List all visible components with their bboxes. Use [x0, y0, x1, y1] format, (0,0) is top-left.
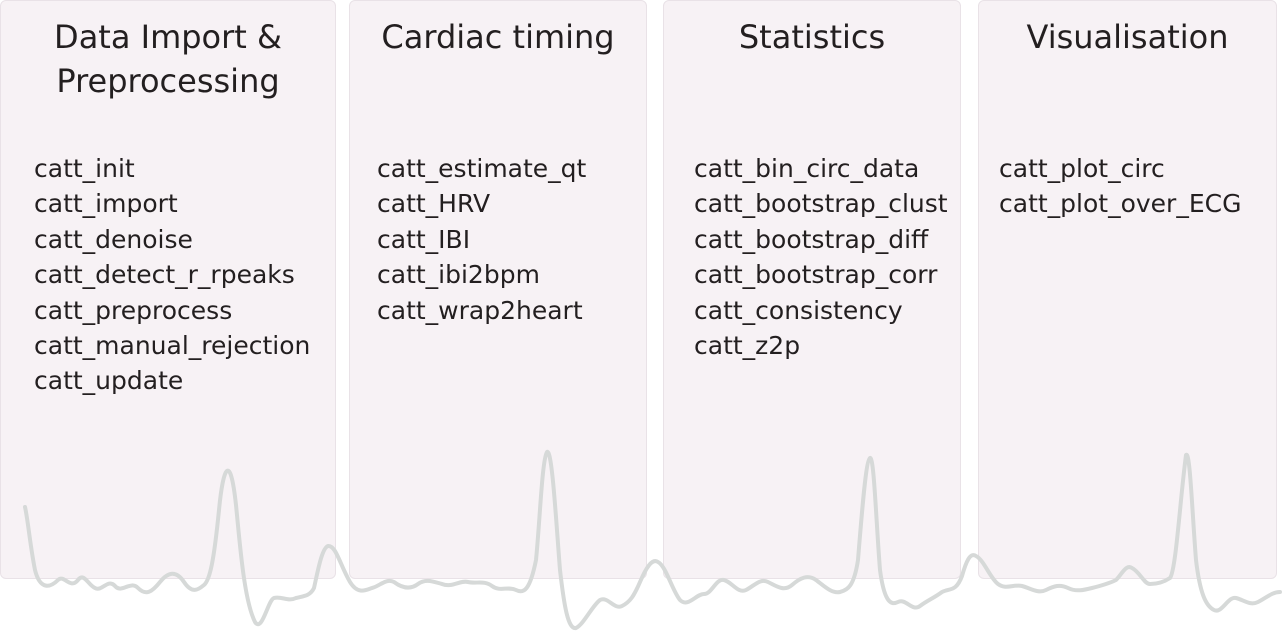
function-item: catt_z2p: [694, 331, 801, 361]
function-item: catt_bootstrap_clust: [694, 189, 948, 219]
function-item: catt_HRV: [377, 189, 491, 219]
panel-data-import: Data Import & Preprocessing catt_init ca…: [0, 0, 336, 579]
panel-visualisation: Visualisation catt_plot_circ catt_plot_o…: [978, 0, 1277, 579]
function-item: catt_preprocess: [34, 295, 233, 325]
function-list: catt_plot_circ catt_plot_over_ECG: [999, 151, 1241, 222]
function-item: catt_init: [34, 154, 135, 183]
panel-statistics: Statistics catt_bin_circ_data catt_boots…: [663, 0, 961, 579]
function-item: catt_manual_rejection: [34, 331, 311, 361]
panel-title: Data Import & Preprocessing: [54, 18, 282, 100]
function-list: catt_bin_circ_data catt_bootstrap_clust …: [694, 151, 948, 363]
function-item: catt_plot_circ: [999, 154, 1165, 183]
function-item: catt_bootstrap_corr: [694, 260, 938, 290]
function-item: catt_wrap2heart: [377, 295, 583, 325]
function-item: catt_update: [34, 366, 184, 396]
function-item: catt_ibi2bpm: [377, 260, 540, 290]
function-list: catt_estimate_qt catt_HRV catt_IBI catt_…: [377, 151, 586, 328]
function-item: catt_estimate_qt: [377, 154, 587, 183]
function-item: catt_consistency: [694, 295, 903, 325]
function-item: catt_bin_circ_data: [694, 154, 920, 183]
function-item: catt_IBI: [377, 224, 471, 254]
panel-cardiac-timing: Cardiac timing catt_estimate_qt catt_HRV…: [349, 0, 647, 579]
function-item: catt_plot_over_ECG: [999, 189, 1242, 219]
function-item: catt_denoise: [34, 224, 193, 254]
panel-title: Cardiac timing: [381, 18, 615, 56]
function-item: catt_detect_r_rpeaks: [34, 260, 295, 290]
function-item: catt_bootstrap_diff: [694, 224, 929, 254]
function-item: catt_import: [34, 189, 178, 219]
function-list: catt_init catt_import catt_denoise catt_…: [34, 151, 310, 399]
panel-title: Visualisation: [1026, 18, 1229, 56]
panel-title: Statistics: [738, 18, 886, 56]
